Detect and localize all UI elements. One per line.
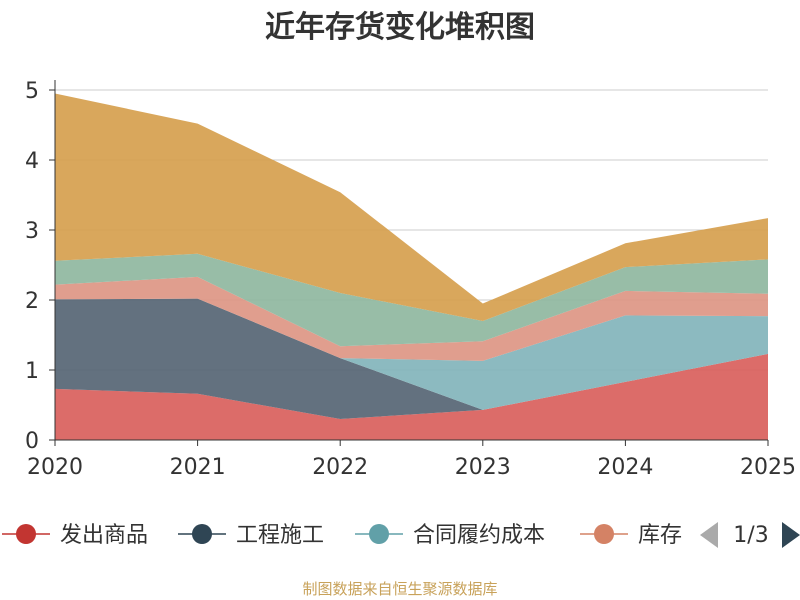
x-tick-label: 2020	[27, 455, 83, 480]
x-tick-label: 2022	[312, 455, 368, 480]
y-tick-label: 3	[25, 219, 39, 244]
legend-label: 发出商品	[60, 523, 148, 548]
legend-label: 合同履约成本	[413, 523, 545, 548]
y-tick-label: 4	[25, 149, 39, 174]
y-tick-label: 1	[25, 359, 39, 384]
legend-marker-icon	[594, 524, 614, 544]
legend-prev-icon[interactable]	[700, 522, 718, 548]
legend-item[interactable]: 工程施工	[178, 523, 324, 548]
legend-label: 工程施工	[236, 523, 324, 548]
stacked-areas	[55, 93, 768, 440]
legend-page-indicator: 1/3	[733, 523, 768, 548]
x-tick-label: 2024	[597, 455, 653, 480]
x-tick-label: 2021	[170, 455, 226, 480]
legend-marker-icon	[192, 524, 212, 544]
legend-next-icon[interactable]	[782, 522, 800, 548]
y-tick-label: 2	[25, 289, 39, 314]
legend-marker-icon	[16, 524, 36, 544]
area-series-4	[55, 276, 768, 361]
y-tick-label: 5	[25, 79, 39, 104]
legend-marker-icon	[369, 524, 389, 544]
area-series-1	[55, 353, 768, 440]
legend-label: 库存	[638, 523, 682, 548]
x-tick-label: 2023	[455, 455, 511, 480]
legend-item[interactable]: 发出商品	[2, 523, 148, 548]
legend[interactable]: 发出商品 工程施工 合同履约成本 库存	[2, 523, 682, 548]
legend-item[interactable]: 合同履约成本	[355, 523, 545, 548]
legend-pager[interactable]: 1/3	[700, 522, 800, 548]
area-series-2	[55, 298, 768, 419]
chart-title: 近年存货变化堆积图	[265, 10, 535, 45]
x-tick-label: 2025	[740, 455, 796, 480]
y-tick-label: 0	[25, 429, 39, 454]
legend-item[interactable]: 库存	[580, 523, 682, 548]
area-series-5	[55, 253, 768, 347]
area-series-3	[55, 298, 768, 410]
y-tick-labels: 0 1 2 3 4 5	[25, 79, 39, 454]
data-source-note: 制图数据来自恒生聚源数据库	[302, 580, 497, 598]
axes	[49, 80, 769, 446]
x-tick-labels: 2020 2021 2022 2023 2024 2025	[27, 455, 796, 480]
area-series-6	[55, 93, 768, 321]
